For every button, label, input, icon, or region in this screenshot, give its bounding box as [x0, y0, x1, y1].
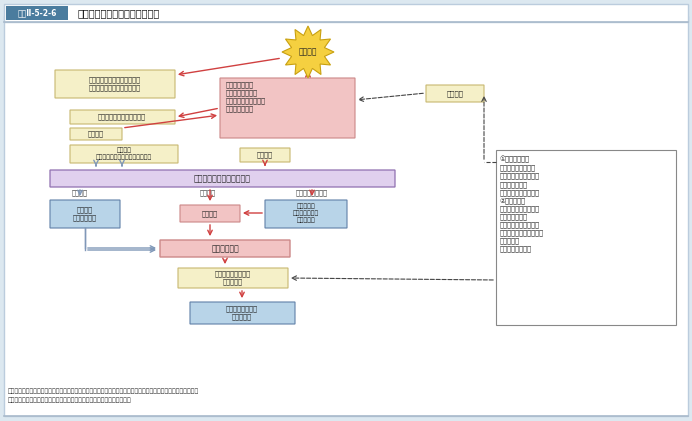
FancyBboxPatch shape: [265, 200, 347, 228]
Text: 派遣命令: 派遣命令: [200, 190, 216, 196]
FancyBboxPatch shape: [160, 240, 290, 257]
Text: 災害等招集
即応予備自衛官
予備自衛官: 災害等招集 即応予備自衛官 予備自衛官: [293, 203, 319, 223]
Text: ①　要請の手段
・通常は文書で要請
・緊急の場合は口頭、
　電信又は電話
　（後に文書を提出）
②　要請内容
・災害の情況、派遣を
　要請する事由
・派遣を希望: ① 要請の手段 ・通常は文書で要請 ・緊急の場合は口頭、 電信又は電話 （後に文…: [500, 156, 544, 252]
FancyBboxPatch shape: [50, 200, 120, 228]
Text: 図表Ⅱ-5-2-6: 図表Ⅱ-5-2-6: [17, 8, 57, 18]
FancyBboxPatch shape: [55, 70, 175, 98]
Bar: [6, 6, 68, 20]
Text: 派遣要請: 派遣要請: [257, 152, 273, 158]
Text: （注２）　防衛大臣が即応予備自衛官、予備自衛官の招集を解除すること: （注２） 防衛大臣が即応予備自衛官、予備自衛官の招集を解除すること: [8, 397, 131, 402]
Text: ・招集解除（注２）
・撤収命令: ・招集解除（注２） ・撤収命令: [215, 271, 251, 285]
Text: （注１）　即応予備自衛官及び予備自衛官の招集は、防衛大臣が、必要に応じて内閣総理大臣の承認を得て行う。: （注１） 即応予備自衛官及び予備自衛官の招集は、防衛大臣が、必要に応じて内閣総理…: [8, 388, 199, 394]
Text: ・都道府県知事
・海上保安庁長官
・管区海上保安本部長
・空港事務所長: ・都道府県知事 ・海上保安庁長官 ・管区海上保安本部長 ・空港事務所長: [226, 82, 266, 112]
FancyBboxPatch shape: [50, 170, 395, 187]
Text: 大臣又は大臣の指定する者: 大臣又は大臣の指定する者: [194, 174, 251, 183]
FancyBboxPatch shape: [70, 110, 175, 124]
Text: 部隊派遣: 部隊派遣: [202, 210, 218, 217]
Text: 都道府県知事に要請を要求: 都道府県知事に要請を要求: [98, 114, 146, 120]
Text: 災害派遣活動: 災害派遣活動: [211, 244, 239, 253]
FancyBboxPatch shape: [70, 128, 122, 140]
Text: 特に緊急性を要し知事などの
要請を待つ時とまがない場合: 特に緊急性を要し知事などの 要請を待つ時とまがない場合: [89, 77, 141, 91]
FancyBboxPatch shape: [178, 268, 288, 288]
Polygon shape: [282, 26, 334, 78]
Text: 招集命令（注１）: 招集命令（注１）: [296, 190, 328, 196]
Text: 部隊派遣
（自主派遣）: 部隊派遣 （自主派遣）: [73, 207, 97, 221]
Bar: [496, 150, 676, 325]
FancyBboxPatch shape: [220, 78, 355, 138]
FancyBboxPatch shape: [426, 85, 484, 102]
Text: 直接通知
（要請を要求できない場合など）: 直接通知 （要請を要求できない場合など）: [96, 148, 152, 160]
Text: 撤収要請: 撤収要請: [446, 90, 464, 97]
Text: 招集解除（注２）
部隊の撤収: 招集解除（注２） 部隊の撤収: [226, 306, 258, 320]
FancyBboxPatch shape: [6, 6, 68, 20]
FancyBboxPatch shape: [180, 205, 240, 222]
Text: 要請から派遣、撤収までの流れ: 要請から派遣、撤収までの流れ: [78, 8, 161, 18]
Text: 市町村長: 市町村長: [88, 131, 104, 137]
FancyBboxPatch shape: [190, 302, 295, 324]
Text: 派遣命令: 派遣命令: [72, 190, 88, 196]
FancyBboxPatch shape: [70, 145, 178, 163]
FancyBboxPatch shape: [240, 148, 290, 162]
Text: 災害発生: 災害発生: [299, 48, 317, 56]
Bar: [4, 4, 688, 22]
